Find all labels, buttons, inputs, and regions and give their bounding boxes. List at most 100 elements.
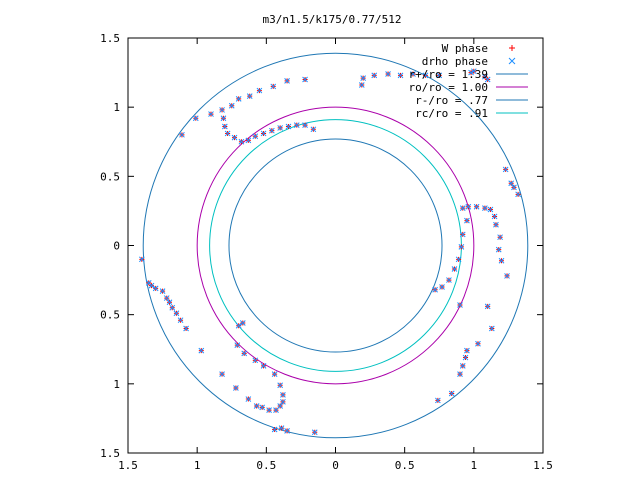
drho-phase-point	[284, 78, 290, 84]
drho-phase-point	[358, 82, 365, 88]
drho-phase-point	[457, 371, 463, 378]
drho-phase-point	[219, 371, 225, 378]
chart-title: m3/n1.5/k175/0.77/512	[262, 13, 401, 26]
drho-phase-point	[179, 131, 185, 138]
drho-phase-point	[455, 256, 462, 263]
legend-label: W phase	[442, 42, 488, 55]
x-tick-label: 1	[194, 459, 201, 472]
drho-phase-point	[284, 428, 290, 434]
drho-phase-point	[302, 76, 308, 83]
x-tick-label: 0.5	[256, 459, 276, 472]
drho-phase-point	[271, 371, 278, 378]
legend-label: ro/ro = 1.00	[409, 81, 488, 94]
y-tick-label: 0.5	[100, 170, 120, 183]
drho-phase-point	[253, 403, 260, 409]
drho-phase-point	[260, 130, 267, 137]
drho-phase-point	[245, 137, 252, 144]
drho-phase-point	[177, 317, 184, 324]
legend-label: r+/ro = 1.39	[409, 68, 488, 81]
drho-phase-point	[371, 72, 378, 79]
drho-phase-point	[515, 191, 521, 198]
drho-phase-point	[235, 96, 242, 102]
drho-phase-point	[159, 288, 166, 295]
drho-phase-point	[166, 299, 173, 306]
drho-phase-point	[269, 127, 275, 134]
x-tick-label: 1.5	[533, 459, 553, 472]
drho-phase-point	[464, 217, 470, 224]
drho-phase-point	[484, 303, 491, 310]
drho-phase-point	[235, 322, 242, 329]
circle-3	[228, 138, 443, 353]
drho-phase-point	[482, 73, 488, 80]
drho-phase-point	[270, 83, 277, 90]
drho-phase-point	[432, 286, 438, 293]
drho-phase-point	[462, 354, 469, 361]
drho-phase-point	[448, 390, 455, 397]
drho-phase-point	[163, 295, 170, 301]
circle-1	[142, 52, 529, 439]
drho-phase-point	[459, 205, 466, 212]
drho-phase-point	[502, 166, 509, 173]
drho-phase-point	[280, 392, 286, 398]
drho-phase-point	[302, 122, 308, 129]
drho-phase-point	[252, 357, 259, 364]
y-tick-label: 1.5	[100, 32, 120, 45]
drho-phase-point	[266, 407, 272, 413]
reference-circles	[142, 52, 529, 439]
legend-label: rc/ro = .91	[415, 107, 488, 120]
legend-marker-sample	[508, 57, 516, 65]
drho-phase-point	[219, 107, 225, 113]
x-tick-label: 1.5	[118, 459, 138, 472]
drho-phase-point	[138, 256, 145, 263]
drho-phase-point	[148, 282, 155, 289]
y-tick-label: 1	[113, 378, 120, 391]
drho-phase-point	[234, 342, 241, 348]
drho-phase-point	[169, 304, 176, 311]
drho-phase-point	[459, 231, 466, 238]
drho-phase-point	[152, 285, 159, 292]
drho-phase-point	[470, 68, 477, 75]
y-tick-label: 0	[113, 240, 120, 253]
drho-phase-point	[451, 266, 458, 272]
x-tick-label: 1	[471, 459, 478, 472]
drho-phase-point	[277, 403, 284, 409]
drho-phase-point	[498, 257, 505, 264]
drho-phase-point	[464, 347, 470, 354]
drho-phase-point	[508, 180, 515, 187]
drho-phase-point	[410, 71, 416, 77]
drho-phase-point	[497, 234, 503, 241]
drho-phase-point	[198, 347, 205, 354]
y-tick-label: 1.5	[100, 447, 120, 460]
drho-phase-point	[360, 75, 367, 81]
drho-phase-point	[491, 213, 498, 220]
circle-2	[196, 106, 475, 385]
drho-phase-point	[246, 93, 253, 99]
drho-phase-point	[397, 72, 404, 79]
y-tick-label: 0.5	[100, 309, 120, 322]
drho-phase-point	[238, 138, 245, 145]
drho-phase-point	[482, 205, 488, 212]
drho-phase-point	[439, 284, 445, 290]
legend-marker-sample	[509, 45, 515, 51]
drho-phase-point	[311, 429, 318, 436]
drho-phase-point	[495, 246, 502, 253]
drho-phase-point	[252, 133, 259, 140]
axis-ticks: 1.5 1 0.5 0 0.5 1 1.51.510.500.511.5	[100, 32, 553, 472]
drho-phase-point	[468, 69, 474, 76]
drho-phase-point	[458, 244, 465, 250]
drho-phase-point	[228, 102, 235, 109]
drho-phase-point	[459, 362, 466, 369]
x-tick-label: 0	[332, 459, 339, 472]
circle-4	[209, 119, 462, 372]
drho-phase-point	[278, 425, 285, 431]
drho-phase-point	[446, 277, 452, 283]
drho-phase-point	[277, 125, 284, 131]
legend-label: drho phase	[422, 55, 488, 68]
drho-phase-point	[487, 206, 494, 213]
drho-phase-point	[208, 111, 214, 117]
drho-phase-point	[280, 398, 286, 405]
drho-phase-point	[241, 350, 248, 357]
drho-phase-point	[220, 115, 227, 122]
drho-phase-point	[192, 115, 199, 122]
